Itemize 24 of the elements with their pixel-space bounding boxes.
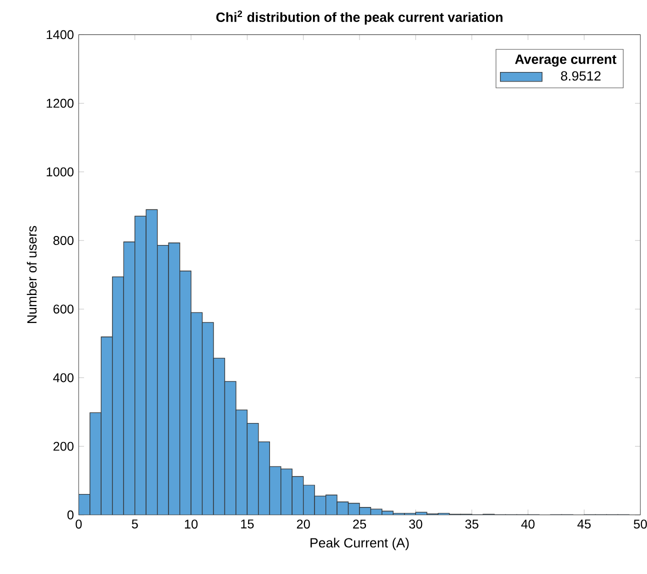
chart-title: Chi$^{2}$ distribution of the peak current variation: [216, 10, 502, 25]
x-tick-label: 5: [132, 520, 138, 529]
y-tick-label: 1400: [46, 30, 74, 40]
y-tick-label: 0: [67, 510, 74, 520]
y-tick-label: 400: [53, 373, 74, 382]
legend-label: 8.9512: [560, 71, 601, 81]
y-tick-label: 1200: [46, 98, 74, 108]
x-tick-label: 15: [241, 520, 254, 529]
x-axis-title: Peak Current (A): [310, 538, 409, 550]
x-tick-label: 10: [184, 520, 198, 529]
x-tick-label: 30: [409, 520, 422, 529]
x-tick-label: 40: [521, 520, 535, 529]
x-tick-label: 50: [634, 520, 647, 529]
y-tick-label: 1000: [46, 168, 74, 177]
x-tick-label: 20: [296, 520, 310, 529]
x-tick-label: 35: [465, 520, 478, 529]
x-tick-label: 45: [577, 520, 591, 529]
legend-title: Average current: [515, 54, 616, 67]
y-tick-label: 800: [53, 236, 74, 246]
x-tick-label: 25: [353, 520, 366, 529]
y-tick-label: 600: [54, 304, 74, 314]
x-tick-label: 0: [76, 520, 82, 529]
y-axis-title: Number of users: [26, 226, 37, 324]
y-tick-label: 200: [53, 442, 74, 451]
